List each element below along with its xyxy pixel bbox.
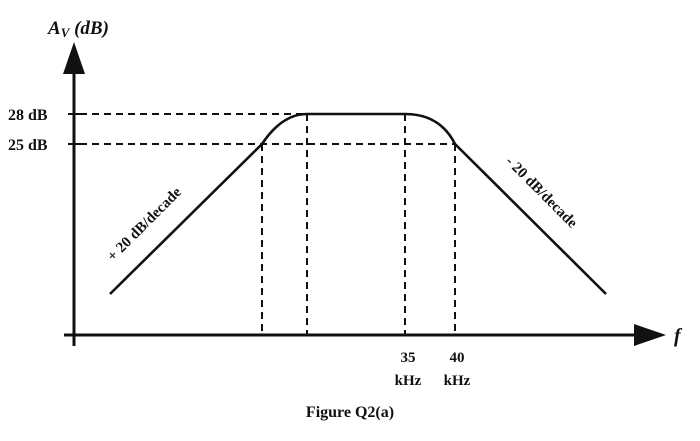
figure-caption: Figure Q2(a) xyxy=(306,404,394,421)
x-tick-40-value: 40 xyxy=(450,350,465,366)
x-tick-35-value: 35 xyxy=(401,350,416,366)
x-tick-40-unit: kHz xyxy=(444,373,471,389)
rising-slope-label: + 20 dB/decade xyxy=(105,184,186,265)
y-axis-arrow xyxy=(63,42,85,74)
y-axis-label: AV (dB) xyxy=(47,18,109,40)
y-tick-label-25: 25 dB xyxy=(8,137,48,154)
frequency-response-curve xyxy=(109,112,607,295)
falling-slope-label: - 20 dB/decade xyxy=(502,154,580,232)
x-axis-label: f xyxy=(674,325,683,347)
x-axis-arrow xyxy=(634,324,666,346)
x-tick-35-unit: kHz xyxy=(395,373,422,389)
y-tick-label-28: 28 dB xyxy=(8,107,48,124)
axes xyxy=(63,42,666,346)
